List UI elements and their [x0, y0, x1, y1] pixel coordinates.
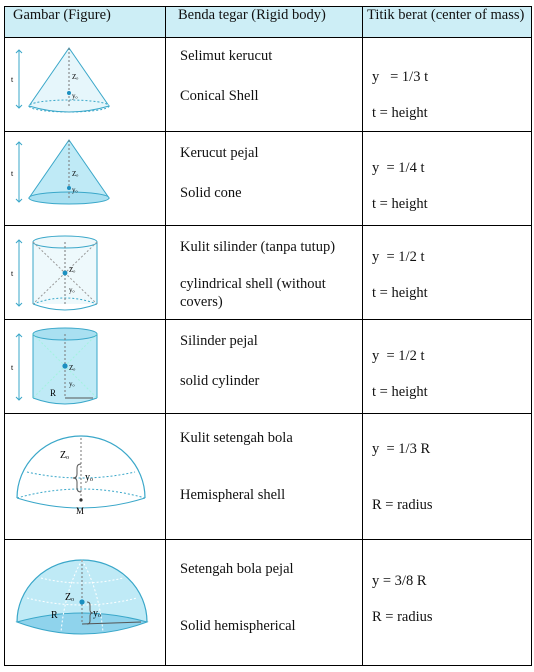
- name-id: Kulit setengah bola: [180, 430, 293, 446]
- fig-label-y: yₒ: [69, 380, 75, 388]
- fig-label-height: t: [11, 269, 14, 278]
- name-en: Solid cone: [180, 185, 242, 202]
- name-en: Solid hemispherical: [180, 618, 296, 635]
- center-of-mass-table: Gambar (Figure) Benda tegar (Rigid body)…: [4, 6, 532, 666]
- fig-label-m: M: [76, 506, 84, 516]
- fig-label-z: Zₒ: [69, 364, 75, 372]
- fig-label-r: R: [51, 610, 58, 621]
- name-en: Hemispheral shell: [180, 487, 286, 504]
- fig-label-z: Zₒ: [60, 450, 69, 461]
- name-id: Selimut kerucut: [180, 48, 273, 64]
- rigid-body-hemispherical-shell: Kulit setengah bola Hemispheral shell: [165, 413, 363, 540]
- note: R = radius: [372, 497, 433, 514]
- rigid-body-solid-hemisphere: Setengah bola pejal Solid hemispherical: [165, 539, 363, 666]
- note: t = height: [372, 384, 428, 401]
- figure-solid-hemisphere: Zₒ yₒ R: [4, 539, 166, 666]
- figure-solid-cylinder: t Zₒ yₒ R: [4, 319, 166, 414]
- note: t = height: [372, 196, 428, 213]
- formula: y = 1/4 t: [372, 160, 425, 176]
- fig-label-height: t: [11, 169, 14, 178]
- table-row-conical-shell: t Zₒ yₒ Selimut kerucut Conical Shell: [4, 37, 532, 132]
- com-cylindrical-shell: y = 1/2 t t = height: [362, 225, 532, 320]
- header-center-of-mass: Titik berat (center of mass): [362, 6, 532, 38]
- header-row: Gambar (Figure) Benda tegar (Rigid body)…: [4, 6, 532, 38]
- rigid-body-solid-cone: Kerucut pejal Solid cone: [165, 131, 363, 226]
- name-en: Conical Shell: [180, 88, 259, 105]
- com-solid-cone: y = 1/4 t t = height: [362, 131, 532, 226]
- fig-label-y: yₒ: [85, 472, 93, 483]
- name-id: Setengah bola pejal: [180, 561, 294, 577]
- name-id: Silinder pejal: [180, 333, 258, 349]
- com-solid-hemisphere: y = 3/8 R R = radius: [362, 539, 532, 666]
- table-row-solid-cylinder: t Zₒ yₒ R Silinder: [4, 319, 532, 414]
- name-id: Kulit silinder (tanpa tutup): [180, 239, 336, 255]
- com-hemispherical-shell: y = 1/3 R R = radius: [362, 413, 532, 540]
- header-figure: Gambar (Figure): [4, 6, 166, 38]
- figure-cylindrical-shell: t Zₒ yₒ: [4, 225, 166, 320]
- figure-hemispherical-shell: Zₒ yₒ M: [4, 413, 166, 540]
- com-solid-cylinder: y = 1/2 t t = height: [362, 319, 532, 414]
- note: t = height: [372, 285, 428, 302]
- fig-label-y: yₒ: [69, 286, 75, 294]
- formula: y = 1/3 R: [372, 441, 431, 457]
- fig-label-r: R: [50, 388, 56, 398]
- fig-label-z: Zₒ: [72, 73, 78, 81]
- rigid-body-conical-shell: Selimut kerucut Conical Shell: [165, 37, 363, 132]
- name-en: solid cylinder: [180, 373, 260, 390]
- rigid-body-solid-cylinder: Silinder pejal solid cylinder: [165, 319, 363, 414]
- name-id: Kerucut pejal: [180, 145, 259, 161]
- table-row-cylindrical-shell: t Zₒ yₒ Kulit silinder (tanp: [4, 225, 532, 320]
- header-rigid-body: Benda tegar (Rigid body): [165, 6, 363, 38]
- table-row-solid-cone: t Zₒ yₒ Kerucut pejal Solid cone: [4, 131, 532, 226]
- fig-label-y: yₒ: [72, 186, 78, 194]
- name-en: cylindrical shell (without covers): [180, 276, 326, 311]
- formula: y = 1/2 t: [372, 249, 425, 265]
- note: R = radius: [372, 609, 433, 626]
- fig-label-z: Zₒ: [69, 266, 75, 274]
- note: t = height: [372, 105, 428, 122]
- table-row-hemispherical-shell: Zₒ yₒ M Kulit setengah bola Hemispheral …: [4, 413, 532, 540]
- table-row-solid-hemisphere: Zₒ yₒ R Setengah bola pejal Solid hemisp…: [4, 539, 532, 666]
- fig-label-height: t: [11, 75, 14, 84]
- formula: y = 3/8 R: [372, 573, 427, 589]
- fig-label-z: Zₒ: [72, 170, 78, 178]
- formula: y = 1/2 t: [372, 348, 425, 364]
- figure-solid-cone: t Zₒ yₒ: [4, 131, 166, 226]
- fig-label-height: t: [11, 363, 14, 372]
- rigid-body-cylindrical-shell: Kulit silinder (tanpa tutup) cylindrical…: [165, 225, 363, 320]
- formula: y = 1/3 t: [372, 69, 429, 85]
- fig-label-y: yₒ: [93, 608, 101, 619]
- fig-label-z: Zₒ: [65, 592, 74, 603]
- fig-label-y: yₒ: [72, 92, 78, 100]
- figure-conical-shell: t Zₒ yₒ: [4, 37, 166, 132]
- com-conical-shell: y = 1/3 t t = height: [362, 37, 532, 132]
